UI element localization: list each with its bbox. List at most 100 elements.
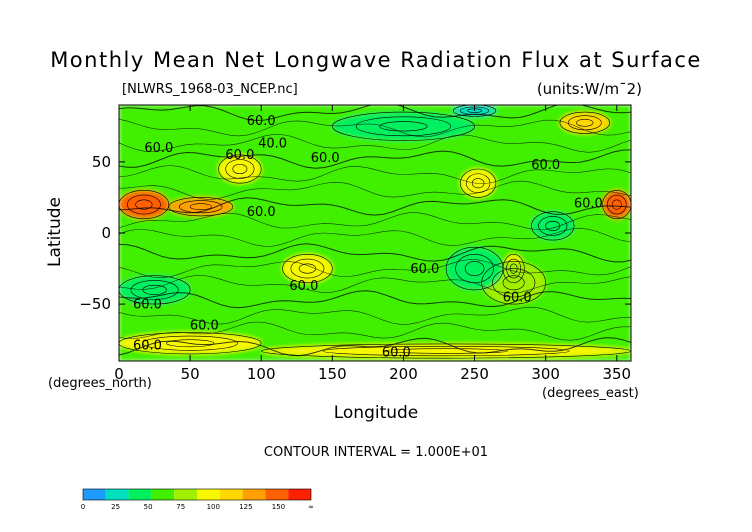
colorbar-tick-label: 75 <box>176 503 185 511</box>
x-tick-label: 200 <box>389 365 418 383</box>
heatmap-cell <box>282 254 333 283</box>
contour-label: 60.0 <box>410 262 439 277</box>
contour-label: 60.0 <box>225 148 254 163</box>
y-tick-label: −50 <box>79 295 111 313</box>
colorbar-tick-label: 100 <box>207 503 220 511</box>
y-axis-unit: (degrees_north) <box>48 376 152 391</box>
x-axis-label: Longitude <box>333 403 419 423</box>
contour-label: 60.0 <box>144 141 173 156</box>
contour-ring <box>298 263 317 274</box>
colorbar-tick-label: ∞ <box>308 503 314 511</box>
colorbar-swatch <box>197 489 220 500</box>
colorbar-tick-label: 25 <box>111 503 120 511</box>
contour-label: 60.0 <box>531 158 560 173</box>
contour-line <box>119 212 631 230</box>
contour-ring <box>142 335 238 351</box>
contour-ring <box>142 284 167 295</box>
colorbar-swatch <box>265 489 289 500</box>
contour-line <box>119 165 631 184</box>
contour-interval-label: CONTOUR INTERVAL = 1.000E+01 <box>263 445 489 460</box>
x-tick-label: 0 <box>114 365 124 383</box>
colorbar: 0 25 50 75 100 125 150 ∞ <box>81 488 314 511</box>
heatmap-cell <box>559 112 610 134</box>
contour-label: 60.0 <box>503 290 532 305</box>
contour-labels: 40.0 60.0 60.0 60.0 60.0 60.0 60.0 60.0 60.0 60.0… <box>133 114 603 361</box>
heatmap-cell <box>218 154 262 184</box>
contour-ring <box>282 254 333 284</box>
contour-ring <box>232 163 248 175</box>
contour-ring <box>611 199 622 210</box>
y-tick-label: 50 <box>92 153 111 171</box>
contour-ring <box>166 339 215 348</box>
contour-line <box>119 259 631 279</box>
contour-ring <box>506 258 522 279</box>
colorbar-swatch <box>242 489 266 500</box>
contour-ring <box>531 211 575 241</box>
contour-ring <box>559 111 610 134</box>
contour-ring <box>502 275 525 291</box>
contour-ring <box>384 348 509 354</box>
contour-label: 60.0 <box>574 196 603 211</box>
heatmap-cell <box>446 247 503 290</box>
contour-ring <box>379 121 428 132</box>
contour-ring <box>290 258 325 279</box>
contour-ring <box>492 268 536 298</box>
x-tick-label: 150 <box>318 365 347 383</box>
units-label: (units:W/m¯2) <box>536 80 642 98</box>
colorbar-frame <box>82 488 312 501</box>
colorbar-swatch <box>83 489 106 500</box>
contour-ring <box>465 173 491 194</box>
colorbar-swatch <box>219 489 243 500</box>
x-ticks: 0 50 100 150 200 250 300 350 <box>114 105 631 383</box>
heatmap-cell <box>119 197 631 251</box>
contour-label: 40.0 <box>258 137 287 152</box>
contour-label: 60.0 <box>311 151 340 166</box>
y-ticks: 50 0 −50 <box>79 153 631 313</box>
x-tick-label: 250 <box>460 365 489 383</box>
contour-ring <box>460 168 497 198</box>
contour-ring <box>452 105 497 117</box>
colorbar-tick-label: 0 <box>81 503 85 511</box>
contour-ring <box>130 280 179 300</box>
heatmap-cell <box>332 112 475 141</box>
colorbar-tick-label: 125 <box>239 503 252 511</box>
x-tick-label: 50 <box>181 365 200 383</box>
colorbar-tick-label: 150 <box>272 503 285 511</box>
x-tick-label: 300 <box>531 365 560 383</box>
contour-ring <box>260 343 631 359</box>
heatmap-cell <box>261 343 631 359</box>
contour-ring <box>445 246 504 291</box>
contour-line <box>119 243 631 263</box>
contour-ring <box>464 261 485 276</box>
contour-ring <box>135 199 153 210</box>
contour-ring <box>168 197 234 217</box>
contour-ring <box>126 194 161 215</box>
heatmap-cell <box>168 197 233 216</box>
contour-ring <box>119 275 191 305</box>
contour-label: 60.0 <box>190 319 219 334</box>
contour-label: 60.0 <box>133 297 162 312</box>
contour-ring <box>225 159 255 179</box>
contour-line <box>119 321 631 341</box>
contour-ring <box>355 116 452 137</box>
contour-label: 60.0 <box>382 346 411 361</box>
contour-line <box>119 290 631 309</box>
heatmap-cell <box>531 211 575 241</box>
contour-label: 60.0 <box>133 339 162 354</box>
contour-line <box>119 149 631 169</box>
contour-ring <box>218 154 262 184</box>
contour-label: 60.0 <box>289 279 318 294</box>
colorbar-swatch <box>288 489 311 500</box>
file-label: [NLWRS_1968-03_NCEP.nc] <box>122 82 298 97</box>
contour-ring <box>455 254 494 284</box>
x-tick-label: 100 <box>247 365 276 383</box>
contour-ring <box>119 332 262 355</box>
y-tick-label: 0 <box>101 224 111 242</box>
contour-ring <box>545 220 561 231</box>
colorbar-swatch <box>174 489 197 500</box>
contour-line <box>119 306 631 325</box>
heatmap-cell <box>119 190 169 219</box>
contour-ring <box>471 178 485 189</box>
contour-line <box>119 227 631 247</box>
